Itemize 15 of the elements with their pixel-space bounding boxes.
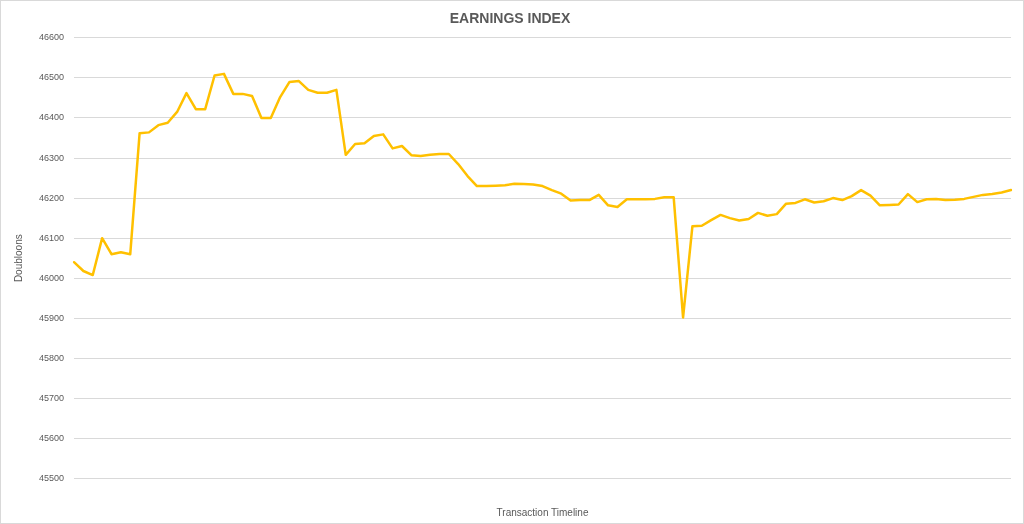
- y-tick-label: 46000: [39, 272, 65, 283]
- y-tick-label: 46400: [39, 112, 65, 123]
- y-tick-label: 46200: [39, 192, 65, 203]
- y-tick-label: 46600: [39, 32, 65, 43]
- y-tick-label: 46500: [39, 72, 65, 83]
- x-axis-title: Transaction Timeline: [496, 506, 589, 518]
- y-tick-label: 46300: [39, 152, 65, 163]
- y-axis-title: Doubloons: [12, 234, 24, 283]
- chart-title: EARNINGS INDEX: [449, 10, 571, 27]
- y-tick-label: 45900: [39, 312, 65, 323]
- y-tick-label: 45500: [39, 473, 65, 484]
- y-tick-label: 45700: [39, 392, 65, 403]
- y-tick-label: 46100: [39, 232, 65, 243]
- y-tick-label: 45800: [39, 352, 65, 363]
- y-tick-label: 45600: [39, 433, 65, 444]
